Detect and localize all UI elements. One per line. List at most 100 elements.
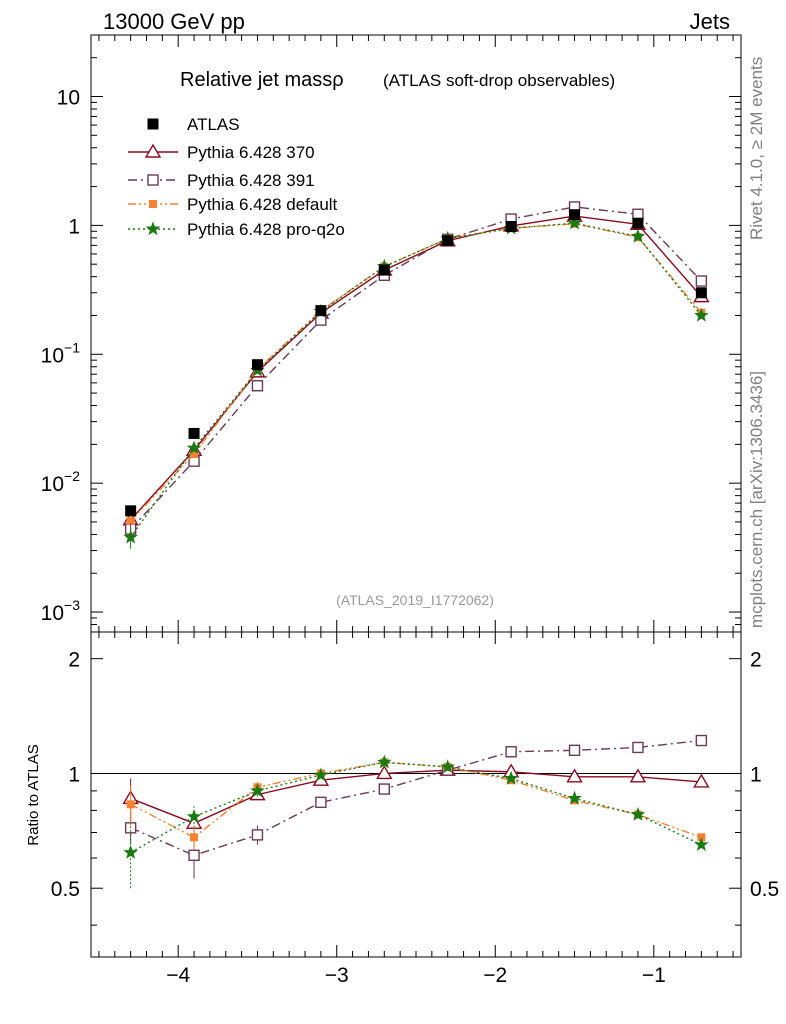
ratio-point-pq2o [313, 767, 329, 782]
main-point-p391 [251, 380, 264, 392]
ratio-point-pq2o [440, 759, 455, 774]
ratio-line-pq2o [130, 761, 702, 854]
main-point-atlas [188, 427, 200, 439]
main-ytick-label: 10−2 [41, 468, 81, 496]
main-line-pq2o [130, 222, 702, 538]
main-ytick-label-exp: −3 [64, 597, 80, 613]
ratio-point-p391 [695, 734, 708, 747]
ratio-point-p370 [376, 765, 393, 780]
energy-label: 13000 GeV pp [103, 9, 245, 34]
legend-marker-atlas [147, 118, 159, 130]
main-point-atlas [378, 264, 390, 276]
main-series-p391 [124, 201, 708, 535]
ratio-ytick-label-right: 0.5 [750, 878, 779, 901]
legend-marker-p370 [144, 143, 162, 158]
main-point-pdefault [190, 450, 199, 459]
legend-entry-pdefault: Pythia 6.428 default [128, 195, 338, 214]
legend-entry-p391: Pythia 6.428 391 [128, 171, 315, 190]
main-ytick-label-base: 10 [41, 344, 64, 367]
legend-marker-p391 [147, 174, 159, 186]
ratio-point-p391 [378, 783, 390, 795]
main-point-pdefault [126, 516, 135, 525]
legend-marker-pdefault [149, 200, 157, 208]
chart-title: Relative jet massρ [180, 69, 344, 91]
main-point-atlas [505, 221, 517, 233]
ratio-point-p391 [632, 741, 644, 754]
main-ytick-label: 1 [68, 215, 80, 238]
main-series-layer [122, 201, 710, 549]
main-point-atlas [125, 505, 137, 517]
main-series-atlas [125, 209, 707, 517]
main-point-p391 [695, 275, 708, 287]
ratio-point-p391 [251, 829, 264, 841]
main-ytick-label-exp: −1 [64, 339, 80, 355]
ratio-point-pq2o [503, 770, 519, 785]
ratio-series-p391 [124, 734, 708, 879]
main-point-pq2o [694, 307, 709, 322]
ratio-plot-frame [90, 631, 742, 958]
main-ytick-label: 10 [57, 86, 80, 109]
legend-entry-pq2o: Pythia 6.428 pro-q2o [128, 220, 345, 239]
xtick-label: −3 [325, 964, 349, 987]
main-line-p370 [130, 215, 702, 521]
ratio-point-pdefault [190, 833, 199, 842]
ratio-point-p391 [568, 744, 581, 757]
main-line-p391 [130, 206, 702, 530]
ratio-point-p391 [315, 796, 327, 809]
ratio-point-pq2o [694, 837, 709, 851]
chart-title-symbol: ρ [332, 69, 343, 91]
main-point-atlas [569, 209, 581, 221]
main-ytick-label-base: 10 [41, 473, 64, 496]
ratio-point-pq2o [123, 844, 138, 859]
legend-label-pq2o: Pythia 6.428 pro-q2o [187, 220, 345, 239]
main-point-atlas [442, 235, 454, 247]
ratio-point-p391 [188, 849, 200, 861]
ratio-point-p370 [566, 768, 583, 783]
legend-marker-pq2o [145, 221, 161, 236]
ratio-point-pq2o [567, 790, 582, 805]
xtick-label: −2 [483, 964, 507, 987]
ratio-line-p370 [130, 769, 702, 825]
main-point-atlas [315, 305, 327, 317]
main-point-pq2o [630, 228, 646, 243]
rivet-label: Rivet 4.1.0, ≥ 2M events [747, 57, 766, 240]
source-label: mcplots.cern.ch [arXiv:1306.3436] [747, 371, 766, 628]
legend-label-p391: Pythia 6.428 391 [187, 171, 315, 190]
ratio-point-pq2o [630, 806, 646, 821]
chart-title-main: Relative jet mass [180, 69, 332, 91]
main-axis-ticks [91, 34, 741, 633]
ratio-ytick-label: 0.5 [51, 878, 80, 901]
legend: ATLAS Pythia 6.428 370 Pythia 6.428 391 Pyt… [128, 115, 345, 239]
ratio-ytick-label: 2 [68, 649, 80, 672]
main-point-pq2o [186, 440, 202, 455]
ratio-axis-ticks [91, 632, 741, 957]
ratio-ytick-label-right: 2 [750, 649, 762, 672]
ratio-point-pq2o [250, 783, 265, 798]
ratio-point-pdefault [126, 800, 135, 809]
main-ytick-label-base: 10 [41, 602, 64, 625]
ratio-ytick-label-right: 1 [750, 763, 762, 786]
category-label: Jets [690, 9, 730, 34]
chart-subtitle: (ATLAS soft-drop observables) [383, 71, 615, 90]
xtick-label: −1 [642, 964, 666, 987]
legend-label-p370: Pythia 6.428 370 [187, 143, 315, 162]
analysis-id: (ATLAS_2019_I1772062) [336, 592, 494, 608]
ratio-line-pdefault [130, 761, 702, 839]
main-ytick-label: 10−1 [41, 339, 81, 367]
main-point-atlas [632, 217, 644, 229]
ratio-ytick-label: 1 [68, 763, 80, 786]
legend-label-pdefault: Pythia 6.428 default [187, 195, 338, 214]
ratio-series-layer [122, 734, 710, 889]
ratio-point-pq2o [377, 754, 392, 769]
main-ytick-label: 10−3 [41, 597, 81, 625]
legend-entry-p370: Pythia 6.428 370 [128, 143, 315, 162]
main-point-atlas [251, 359, 263, 371]
main-series-pq2o [123, 215, 709, 544]
ratio-line-p391 [130, 739, 702, 857]
main-ytick-label-exp: −2 [64, 468, 80, 484]
main-point-atlas [695, 287, 707, 299]
legend-entry-atlas: ATLAS [147, 115, 240, 134]
main-line-pdefault [130, 223, 702, 522]
